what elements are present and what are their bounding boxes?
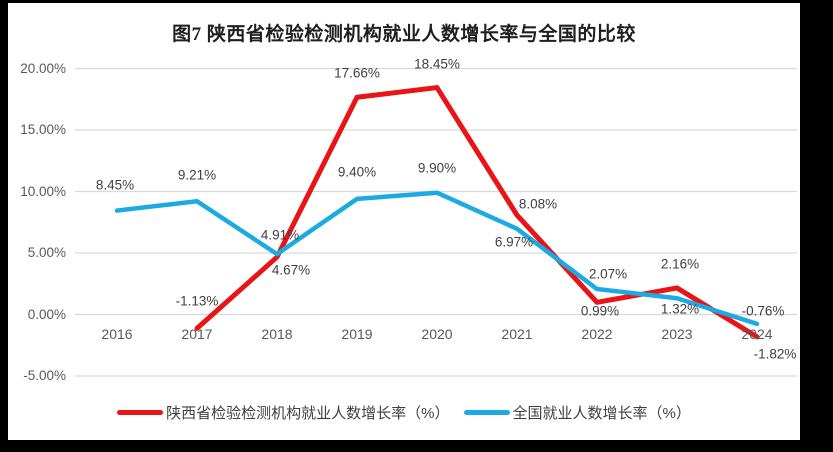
chart-legend: 陕西省检验检测机构就业人数增长率（%） 全国就业人数增长率（%） (8, 402, 800, 423)
legend-item-national: 全国就业人数增长率（%） (463, 402, 691, 423)
series-line-shaanxi (194, 85, 760, 340)
blue-line-swatch-icon (463, 410, 510, 415)
legend-label-national: 全国就业人数增长率（%） (512, 405, 691, 422)
series-line-national (114, 190, 760, 327)
chart-panel (8, 3, 800, 440)
red-line-swatch-icon (117, 410, 164, 415)
chart-title: 图7 陕西省检验检测机构就业人数增长率与全国的比较 (172, 24, 636, 45)
legend-label-shaanxi: 陕西省检验检测机构就业人数增长率（%） (166, 405, 450, 422)
legend-item-shaanxi: 陕西省检验检测机构就业人数增长率（%） (117, 402, 450, 423)
